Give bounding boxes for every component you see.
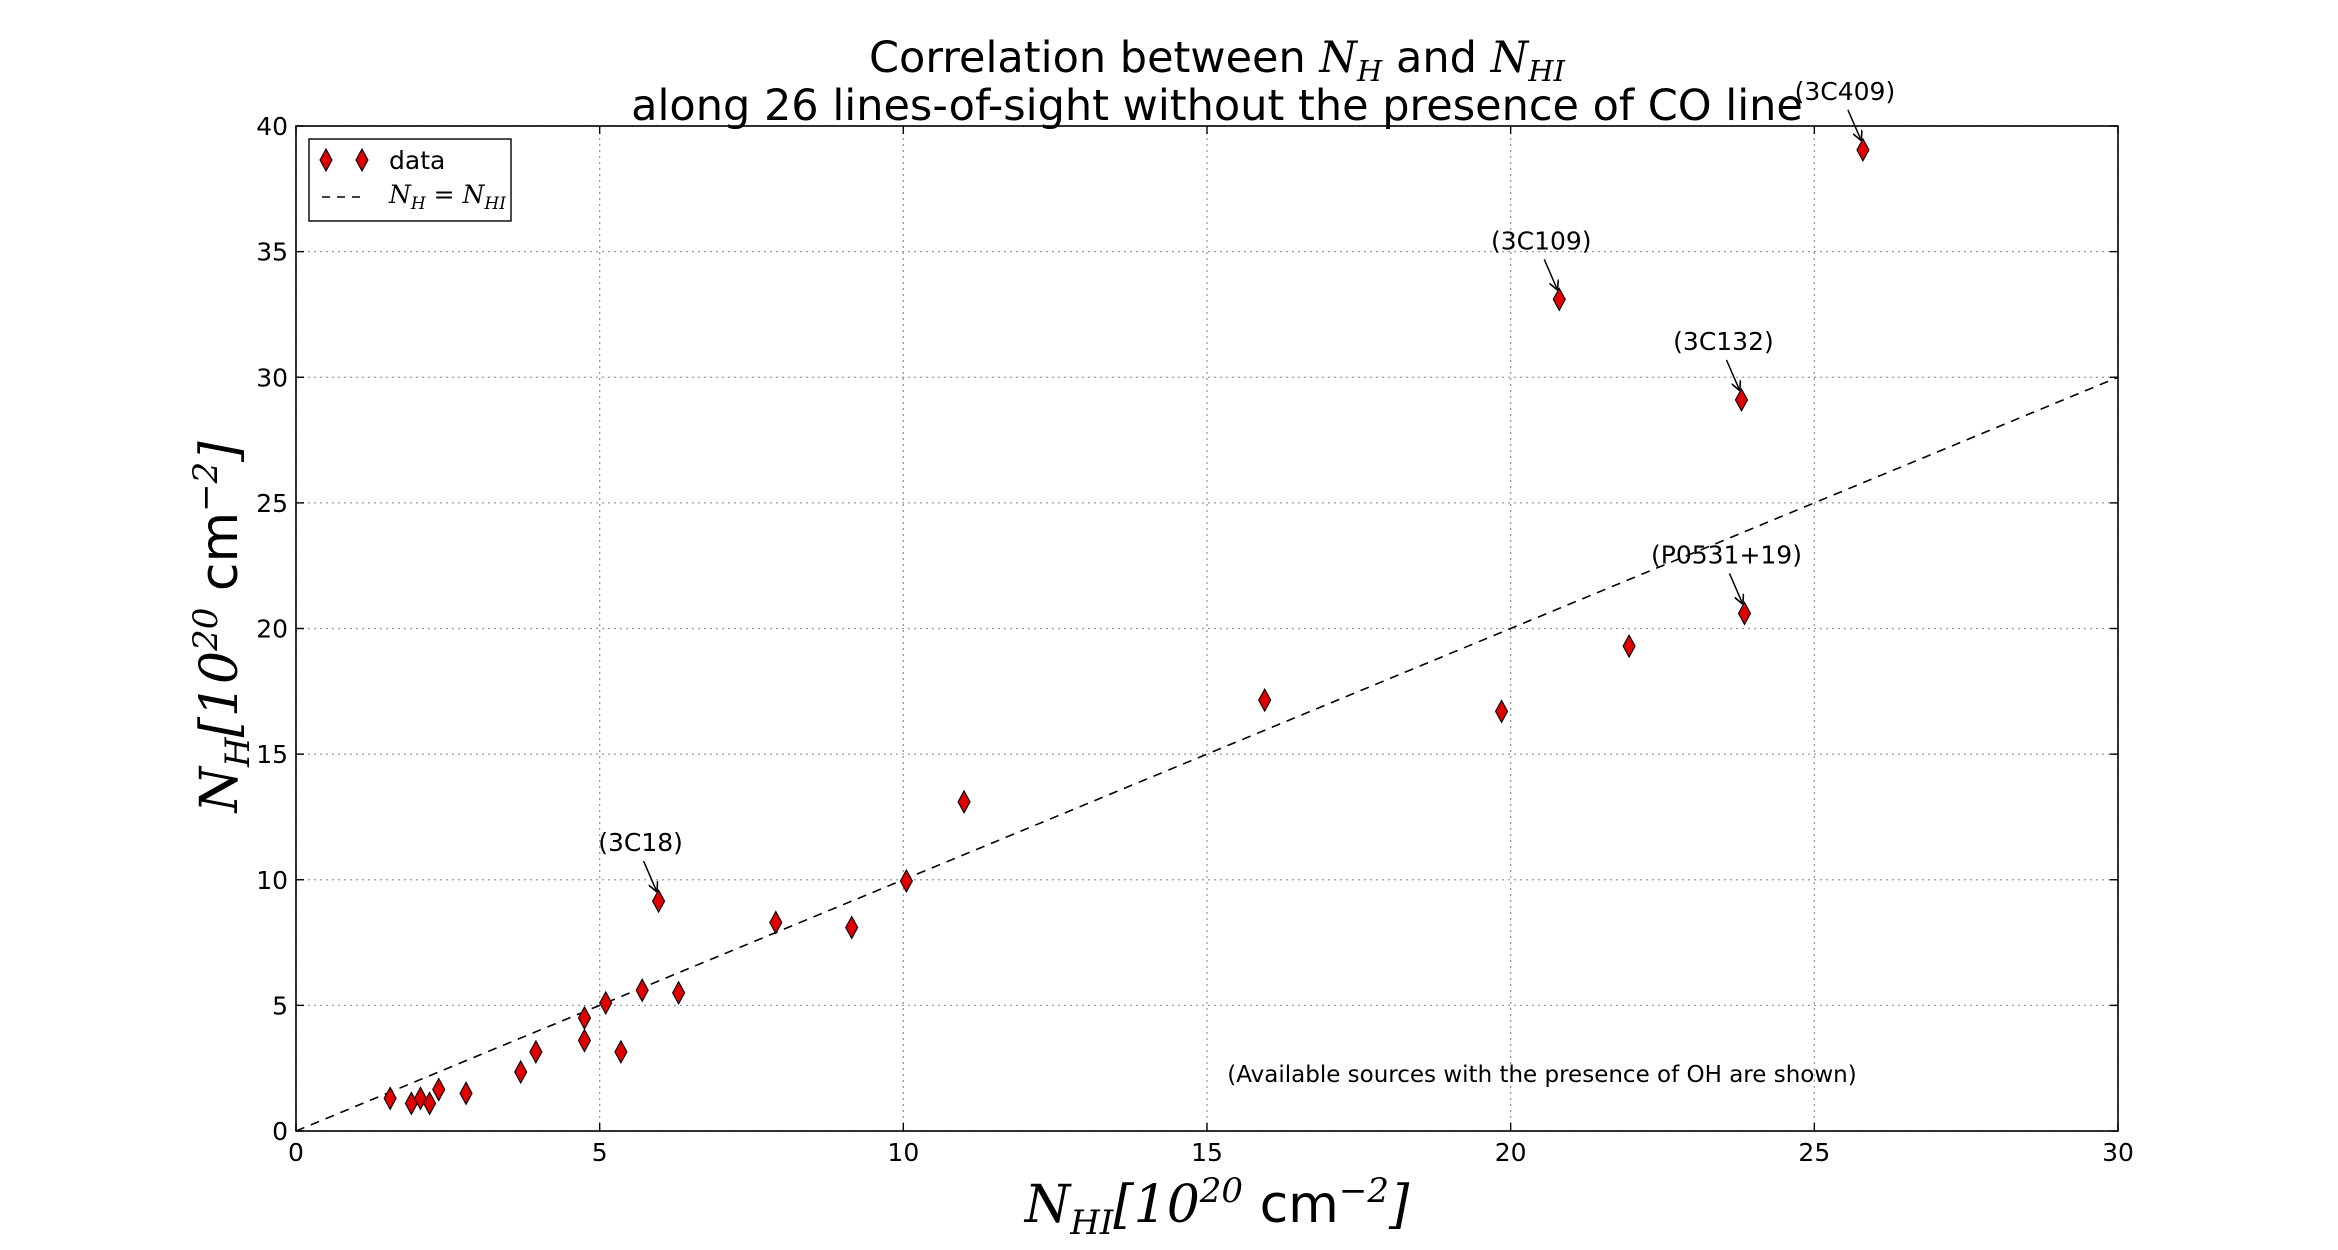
legend-box bbox=[308, 138, 512, 222]
data-point bbox=[1737, 601, 1752, 626]
legend-marker-data-2 bbox=[355, 147, 369, 173]
annotation-arrow bbox=[1543, 259, 1557, 289]
data-point bbox=[1734, 387, 1749, 413]
data-point bbox=[1856, 137, 1870, 163]
x-tick-label: 15 bbox=[1191, 1138, 1223, 1167]
chart-title-line2: along 26 lines-of-sight without the pres… bbox=[631, 81, 1803, 131]
y-axis-ticks: 0 5 10 15 20 25 30 35 40 bbox=[256, 112, 2118, 1146]
data-point bbox=[459, 1081, 473, 1106]
chart-note: (Available sources with the presence of … bbox=[1227, 1062, 1856, 1088]
data-point bbox=[614, 1039, 628, 1065]
data-point bbox=[422, 1091, 437, 1116]
data-points bbox=[383, 137, 1870, 1116]
y-tick-label: 0 bbox=[272, 1117, 288, 1146]
data-point bbox=[599, 990, 613, 1016]
data-point bbox=[671, 980, 686, 1005]
annotations: (3C18) (3C109) (3C132) (P0531+19) (3C409) bbox=[598, 77, 1895, 891]
legend-label-data: data bbox=[389, 146, 445, 175]
y-tick-label: 35 bbox=[256, 238, 288, 267]
data-point bbox=[577, 1028, 592, 1053]
data-point bbox=[529, 1039, 543, 1065]
x-axis-label: NHI[1020 cm−2] bbox=[1023, 1171, 1410, 1243]
data-point bbox=[514, 1059, 528, 1085]
annotation-arrow bbox=[642, 860, 657, 891]
grid-lines bbox=[295, 125, 2119, 1132]
data-point bbox=[432, 1077, 446, 1102]
data-point bbox=[577, 1005, 592, 1031]
annotation-arrow bbox=[1728, 573, 1742, 603]
annotation-label: (3C409) bbox=[1795, 77, 1896, 106]
x-tick-label: 30 bbox=[2102, 1138, 2134, 1167]
annotation-arrow bbox=[1847, 109, 1861, 140]
legend-label-line: NH = NHI bbox=[388, 180, 506, 214]
data-point bbox=[383, 1086, 397, 1111]
data-point bbox=[845, 915, 859, 940]
legend-marker-data-1 bbox=[319, 147, 333, 173]
y-tick-label: 25 bbox=[256, 489, 288, 518]
annotation-label: (3C109) bbox=[1491, 226, 1592, 255]
y-axis-label: NH[1020 cm−2] bbox=[186, 441, 258, 815]
chart-title-line1: Correlation between NH and NHI bbox=[869, 33, 1565, 88]
data-point bbox=[635, 978, 649, 1003]
data-point bbox=[1552, 287, 1566, 312]
y-tick-label: 5 bbox=[272, 991, 288, 1020]
x-tick-label: 25 bbox=[1798, 1138, 1830, 1167]
x-tick-label: 0 bbox=[288, 1138, 304, 1167]
y-tick-label: 40 bbox=[256, 112, 288, 141]
data-point bbox=[1622, 633, 1636, 659]
y-tick-label: 30 bbox=[256, 363, 288, 392]
data-point bbox=[957, 789, 971, 815]
data-point bbox=[899, 868, 913, 894]
annotation-label: (3C132) bbox=[1673, 327, 1774, 356]
data-point bbox=[1494, 699, 1509, 724]
x-tick-label: 20 bbox=[1495, 1138, 1527, 1167]
annotation-label: (P0531+19) bbox=[1651, 540, 1802, 569]
data-point bbox=[769, 910, 783, 935]
x-tick-label: 5 bbox=[592, 1138, 608, 1167]
legend: data NH = NHI bbox=[308, 138, 512, 222]
reference-line bbox=[295, 376, 2119, 1132]
x-axis-ticks: 0 5 10 15 20 25 30 bbox=[288, 126, 2134, 1167]
data-point bbox=[651, 888, 666, 914]
annotation-arrow bbox=[1725, 359, 1739, 390]
y-tick-label: 20 bbox=[256, 615, 288, 644]
data-point bbox=[1258, 687, 1272, 713]
annotation-label: (3C18) bbox=[598, 828, 683, 857]
y-tick-label: 15 bbox=[256, 740, 288, 769]
y-tick-label: 10 bbox=[256, 866, 288, 895]
x-tick-label: 10 bbox=[887, 1138, 919, 1167]
